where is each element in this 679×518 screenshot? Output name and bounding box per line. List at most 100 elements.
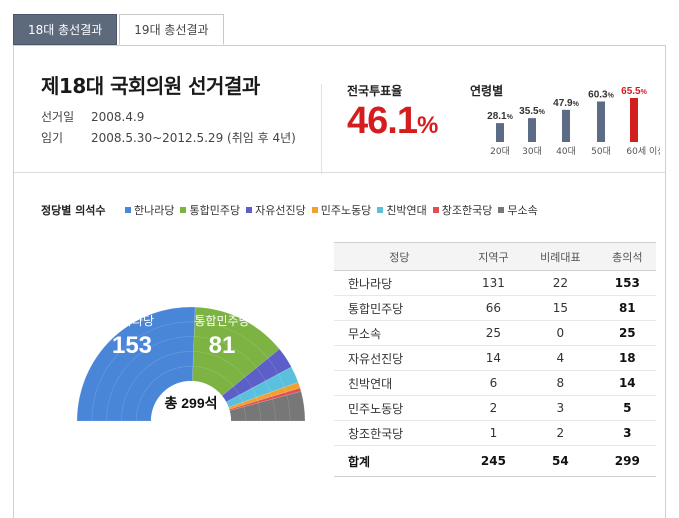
cell-total: 25 (598, 320, 656, 346)
cell-party: 창조한국당 (334, 420, 465, 446)
legend-swatch (180, 207, 187, 213)
legend-label: 창조한국당 (441, 204, 493, 217)
cell-proportional: 2 (522, 420, 599, 446)
term-label: 임기 (41, 131, 64, 145)
cell-proportional: 15 (522, 295, 599, 321)
age-value-number: 35.5 (519, 106, 539, 117)
age-value-label: 28.1% (487, 111, 513, 122)
legend-item: 무소속 (498, 202, 538, 218)
seat-table: 정당 지역구 비례대표 총의석 한나라당 131 22 153 통합민주당 66 15 81 무… (334, 242, 656, 477)
age-bar (496, 123, 504, 142)
age-group-label: 40대 (556, 146, 576, 157)
legend-item: 민주노동당 (311, 202, 372, 218)
sum-total: 299 (598, 445, 656, 477)
table-row: 친박연대 6 8 14 (334, 370, 656, 396)
page-title: 제18대 국회의원 선거결과 (41, 74, 260, 98)
seat-grid-ring (91, 321, 291, 422)
table-row: 민주노동당 2 3 5 (334, 395, 656, 421)
election-date-row: 선거일 2008.4.9 (41, 108, 144, 125)
cell-party: 자유선진당 (334, 345, 465, 371)
age-value-label: 65.5% (621, 86, 647, 97)
col-proportional: 비례대표 (522, 242, 599, 271)
sum-proportional: 54 (522, 445, 599, 477)
legend-label: 민주노동당 (320, 204, 372, 217)
cell-district: 66 (464, 295, 523, 321)
age-bar (630, 98, 638, 142)
age-value-number: 60.3 (588, 89, 608, 100)
table-row: 자유선진당 14 4 18 (334, 345, 656, 371)
age-chart-label: 연령별 (470, 84, 504, 98)
turnout-unit: % (416, 112, 438, 139)
legend-item: 친박연대 (377, 202, 427, 218)
age-value-number: 47.9 (553, 98, 573, 109)
age-value-unit: % (539, 109, 546, 116)
cell-party: 한나라당 (334, 270, 465, 296)
age-value-unit: % (507, 114, 514, 121)
cell-total: 81 (598, 295, 656, 321)
seat-grid-ring (106, 336, 276, 422)
legend-label: 자유선진당 (255, 204, 306, 217)
cell-total: 18 (598, 345, 656, 371)
cell-proportional: 4 (522, 345, 599, 371)
age-group-label: 20대 (490, 146, 510, 157)
age-value-unit: % (641, 89, 648, 96)
cell-proportional: 0 (522, 320, 599, 346)
cell-district: 14 (464, 345, 523, 371)
cell-district: 131 (464, 270, 523, 296)
table-sum-row: 합계 245 54 299 (334, 445, 656, 477)
turnout-value: 46.1% (347, 100, 438, 143)
cell-proportional: 8 (522, 370, 599, 396)
sum-party: 합계 (334, 445, 465, 477)
legend-swatch (311, 207, 318, 213)
age-bar (528, 118, 536, 142)
age-value-number: 65.5 (621, 86, 641, 97)
results-panel: 제18대 국회의원 선거결과 선거일 2008.4.9 임기 2008.5.30~2… (13, 45, 666, 518)
legend-swatch (125, 207, 131, 213)
legend-label: 무소속 (507, 204, 538, 217)
cell-total: 14 (598, 370, 656, 396)
age-value-label: 60.3% (588, 89, 614, 100)
age-value-number: 28.1 (487, 111, 507, 122)
table-row: 창조한국당 1 2 3 (334, 420, 656, 446)
seat-chart-center (151, 381, 231, 421)
tab-18th-results[interactable]: 18대 총선결과 (13, 14, 118, 45)
cell-total: 5 (598, 395, 656, 421)
table-header-row: 정당 지역구 비례대표 총의석 (334, 242, 656, 271)
age-group-label: 30대 (522, 146, 542, 157)
election-date-label: 선거일 (41, 110, 75, 124)
turnout-label: 전국투표율 (347, 84, 403, 98)
cell-party: 무소속 (334, 320, 465, 346)
election-date-value: 2008.4.9 (91, 110, 145, 124)
seat-chart: 한나라당 153 통합민주당 81 총 299석 (76, 306, 306, 422)
legend-label: 통합민주당 (189, 204, 241, 217)
age-group-label: 50대 (591, 146, 611, 157)
cell-district: 6 (464, 370, 523, 396)
col-party: 정당 (334, 242, 465, 271)
tab-19th-results[interactable]: 19대 총선결과 (119, 14, 224, 45)
age-value-label: 47.9% (553, 98, 579, 109)
cell-district: 1 (464, 420, 523, 446)
table-row: 한나라당 131 22 153 (334, 270, 656, 296)
legend-swatch (432, 207, 439, 213)
age-value-unit: % (573, 101, 580, 108)
legend-item: 창조한국당 (432, 202, 493, 218)
party-legend: 한나라당 통합민주당 자유선진당 민주노동당 친박연대 창조한국당 무소속 (125, 202, 544, 218)
legend-item: 자유선진당 (246, 202, 306, 218)
cell-proportional: 22 (522, 270, 599, 296)
legend-label: 한나라당 (134, 204, 175, 217)
seat-label-tonghap-count: 81 (209, 332, 236, 359)
cell-proportional: 3 (522, 395, 599, 421)
legend-label: 친박연대 (386, 204, 427, 217)
turnout-number: 46.1 (347, 100, 418, 142)
cell-party: 민주노동당 (334, 395, 465, 421)
sum-district: 245 (464, 445, 523, 477)
term-row: 임기 2008.5.30~2012.5.29 (취임 후 4년) (41, 129, 296, 146)
age-value-label: 35.5% (519, 106, 545, 117)
col-total: 총의석 (598, 242, 656, 271)
cell-total: 3 (598, 420, 656, 446)
col-district: 지역구 (464, 242, 523, 271)
table-row: 무소속 25 0 25 (334, 320, 656, 346)
age-value-unit: % (608, 92, 615, 99)
legend-swatch (498, 207, 505, 213)
age-turnout-chart: 28.1% 20대 35.5% 30대 47.9% 40대 60.3% 50대 65.5% 60세… (487, 86, 660, 157)
